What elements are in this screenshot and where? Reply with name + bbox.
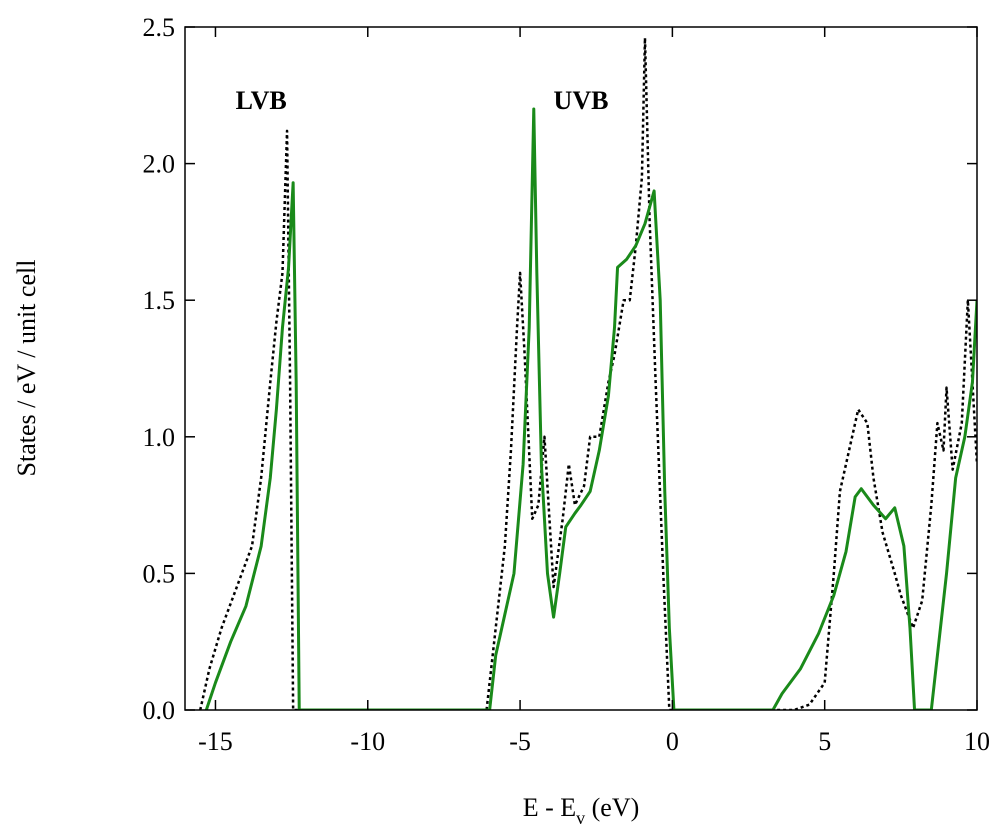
- x-tick-label: 10: [964, 727, 990, 756]
- y-tick-label: 0.5: [143, 559, 176, 588]
- y-axis-label: States / eV / unit cell: [12, 260, 41, 477]
- x-axis-label-main: E - E: [523, 793, 576, 822]
- x-tick-label: 5: [818, 727, 831, 756]
- y-tick-label: 2.5: [143, 13, 176, 42]
- annotation: LVB: [236, 86, 287, 115]
- y-tick-label: 1.0: [143, 423, 176, 452]
- x-axis-label-subscript: v: [576, 808, 585, 828]
- y-tick-label: 0.0: [143, 696, 176, 725]
- annotation: UVB: [554, 86, 609, 115]
- series-line: [204, 107, 977, 710]
- y-tick-label: 2.0: [143, 150, 176, 179]
- series-line: [199, 36, 977, 710]
- plot-frame: [184, 26, 978, 711]
- x-axis-label: E - Ev (eV): [523, 793, 640, 828]
- x-tick-label: -5: [509, 727, 531, 756]
- x-axis-label-suffix: (eV): [585, 793, 639, 822]
- x-tick-label: -15: [198, 727, 233, 756]
- x-tick-label: -10: [350, 727, 385, 756]
- y-tick-label: 1.5: [143, 286, 176, 315]
- x-tick-label: 0: [666, 727, 679, 756]
